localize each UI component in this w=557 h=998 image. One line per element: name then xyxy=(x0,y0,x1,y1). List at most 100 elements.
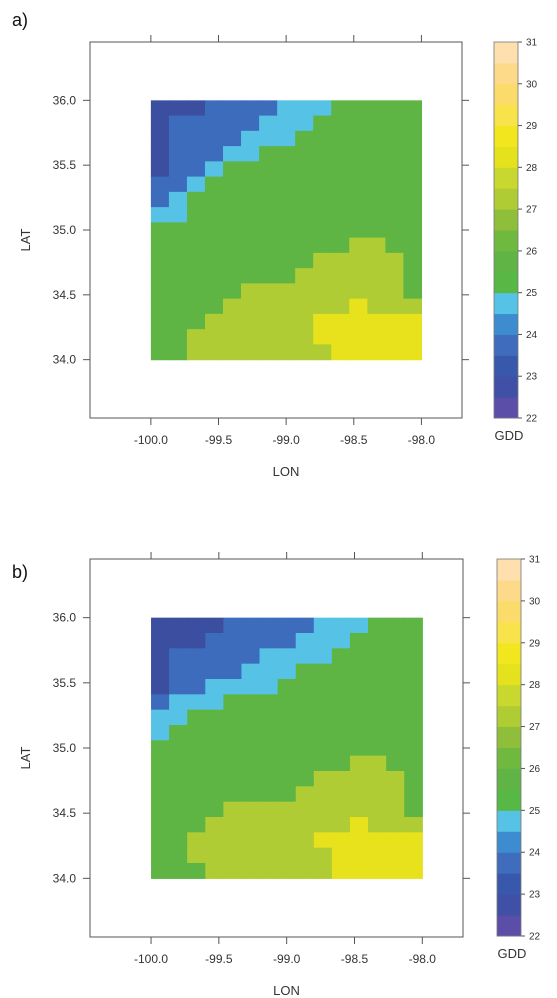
heatmap-cell xyxy=(241,771,261,787)
heatmap-cell xyxy=(368,801,387,818)
heatmap-cell xyxy=(241,755,261,772)
heatmap-cell xyxy=(204,161,224,178)
heatmap-cell xyxy=(259,755,279,772)
heatmap-cell xyxy=(295,313,314,330)
heatmap-cell xyxy=(277,847,297,864)
heatmap-cell xyxy=(241,709,261,726)
heatmap-cell xyxy=(295,663,315,680)
heatmap-cell xyxy=(223,832,243,849)
heatmap-cell xyxy=(403,298,423,315)
heatmap-cell xyxy=(150,191,170,208)
colorbar-swatch xyxy=(494,83,518,106)
heatmap-cell xyxy=(259,740,279,757)
heatmap-cell xyxy=(367,100,386,117)
heatmap-cell xyxy=(241,207,260,223)
heatmap-cell xyxy=(331,222,350,239)
heatmap-cell xyxy=(204,191,224,208)
heatmap-cell xyxy=(367,237,386,254)
heatmap-cell xyxy=(241,100,260,117)
heatmap-cell xyxy=(331,329,350,345)
heatmap-cell xyxy=(277,191,296,208)
heatmap-cell xyxy=(313,786,333,803)
heatmap-cell xyxy=(404,709,423,726)
x-tick-label: -100.0 xyxy=(134,952,168,966)
heatmap-cell xyxy=(313,801,333,818)
heatmap-cell xyxy=(241,786,261,803)
heatmap-cell xyxy=(169,832,188,849)
heatmap-cell xyxy=(367,298,386,315)
heatmap-cell xyxy=(259,709,279,726)
heatmap-cell xyxy=(241,298,260,315)
heatmap-cell xyxy=(277,222,296,239)
heatmap-cell xyxy=(259,832,279,849)
heatmap-cell xyxy=(331,313,350,330)
heatmap-cell xyxy=(151,663,170,680)
heatmap-cell xyxy=(223,725,243,741)
heatmap-cell xyxy=(349,191,368,208)
heatmap-cell xyxy=(404,801,423,818)
heatmap-cell xyxy=(277,252,296,269)
heatmap-cell xyxy=(331,207,350,223)
heatmap-cell xyxy=(187,632,206,649)
panel-label: a) xyxy=(12,10,28,30)
heatmap-cell xyxy=(331,725,351,741)
heatmap-cell xyxy=(223,100,242,117)
heatmap-cell xyxy=(259,268,278,284)
heatmap-cell xyxy=(151,863,170,879)
heatmap-cell xyxy=(277,344,296,361)
heatmap-cell xyxy=(349,771,369,787)
heatmap-cell xyxy=(295,786,315,803)
heatmap-cell xyxy=(277,786,297,803)
heatmap-cell xyxy=(205,663,224,680)
heatmap-cell xyxy=(259,801,279,818)
heatmap-cell xyxy=(259,725,279,741)
heatmap-cell xyxy=(241,847,261,864)
heatmap-cell xyxy=(349,283,368,300)
heatmap-cell xyxy=(259,648,279,665)
colorbar-swatch xyxy=(494,250,518,273)
colorbar-tick-label: 31 xyxy=(526,38,538,49)
heatmap-cell xyxy=(168,191,188,208)
heatmap-cell xyxy=(259,847,279,864)
heatmap-cell xyxy=(331,298,350,315)
heatmap-cell xyxy=(169,694,188,711)
heatmap-cell xyxy=(187,694,206,711)
heatmap-cell xyxy=(223,313,242,330)
heatmap-cell xyxy=(349,161,368,178)
heatmap-cell xyxy=(331,268,350,284)
heatmap-cell xyxy=(313,237,332,254)
heatmap-cell xyxy=(277,755,297,772)
heatmap-cell xyxy=(367,252,386,269)
heatmap-cell xyxy=(331,191,350,208)
heatmap-cell xyxy=(367,130,386,147)
heatmap-cell xyxy=(151,694,170,711)
heatmap-cell xyxy=(259,313,278,330)
heatmap-cell xyxy=(241,740,261,757)
x-tick-label: -98.5 xyxy=(340,433,368,447)
heatmap-cell xyxy=(368,648,387,665)
heatmap-cell xyxy=(241,694,261,711)
colorbar-swatch xyxy=(494,62,518,85)
heatmap-cell xyxy=(169,817,188,833)
heatmap-cell xyxy=(205,709,224,726)
colorbar-tick-label: 25 xyxy=(529,806,541,817)
x-tick-label: -99.5 xyxy=(205,433,233,447)
heatmap-cell xyxy=(205,648,224,665)
heatmap-cell xyxy=(168,100,188,117)
x-tick-label: -100.0 xyxy=(134,433,168,447)
heatmap-cell xyxy=(403,222,423,239)
heatmap-cell xyxy=(313,648,333,665)
heatmap-cell xyxy=(367,329,386,345)
heatmap-cell xyxy=(313,176,332,193)
heatmap-cell xyxy=(386,863,405,879)
heatmap-cell xyxy=(331,663,351,680)
colorbar-swatch xyxy=(494,397,518,419)
heatmap-cell xyxy=(187,740,206,757)
heatmap-cell xyxy=(259,663,279,680)
heatmap-cell xyxy=(186,313,206,330)
colorbar-swatch xyxy=(497,663,521,686)
heatmap-cell xyxy=(385,115,404,132)
heatmap-cell xyxy=(241,329,260,345)
heatmap-cell xyxy=(331,115,350,132)
heatmap-cell xyxy=(404,632,423,649)
